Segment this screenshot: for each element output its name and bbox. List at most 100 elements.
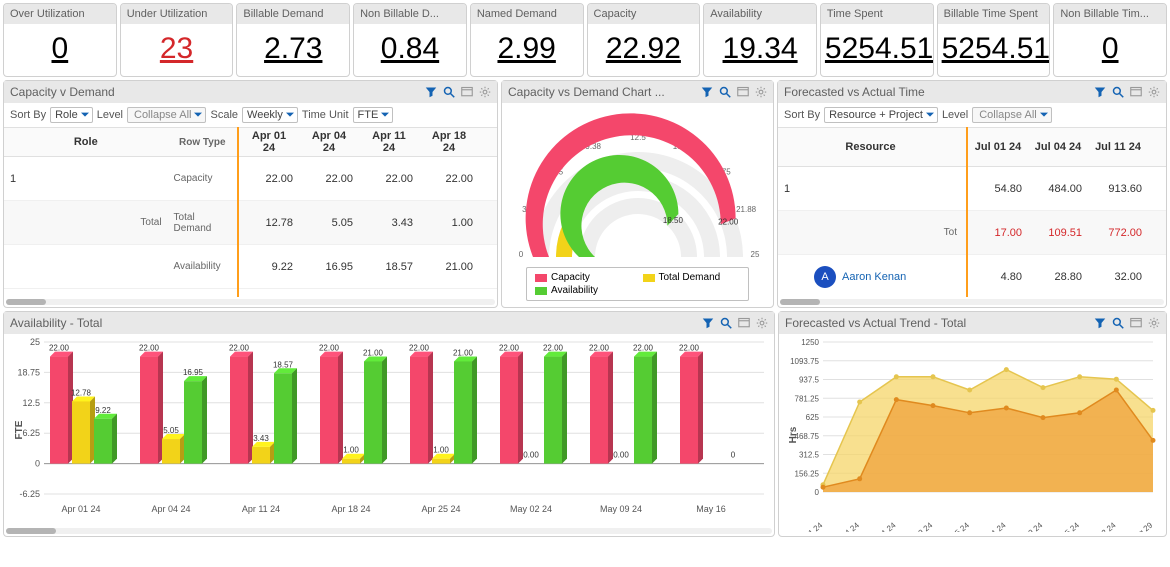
cvd-grid: RoleRow Type1CapacityTotalTotal DemandAv…: [4, 127, 497, 297]
svg-text:Aug 15 24: Aug 15 24: [1047, 520, 1081, 532]
kpi-card[interactable]: Time Spent 5254.51: [820, 3, 934, 77]
collapse-all-button[interactable]: Collapse All: [972, 107, 1051, 123]
svg-text:9.22: 9.22: [95, 406, 111, 415]
svg-text:Aug 01 24: Aug 01 24: [974, 520, 1008, 532]
widgets-row-1: Capacity v Demand Sort By Role Level Col…: [0, 80, 1170, 311]
kpi-label: Availability: [704, 4, 816, 24]
trend-svg: 0156.25312.5468.75625781.25937.51093.751…: [779, 334, 1159, 532]
window-icon[interactable]: [738, 317, 750, 329]
grid-scroll[interactable]: Apr 01 24Apr 04 24Apr 11 24Apr 18 2422.0…: [239, 127, 497, 297]
resource-link[interactable]: Aaron Kenan: [842, 271, 906, 283]
widget-title: Availability - Total: [10, 316, 702, 330]
trend-chart-area: Hrs 0156.25312.5468.75625781.25937.51093…: [779, 334, 1166, 536]
svg-text:1250: 1250: [801, 338, 819, 347]
search-icon[interactable]: [719, 86, 731, 98]
svg-text:22.00: 22.00: [139, 344, 160, 353]
gauge-legend: CapacityTotal DemandAvailability: [526, 267, 749, 301]
scrollbar[interactable]: [780, 299, 1164, 305]
sortby-select[interactable]: Role: [50, 107, 93, 123]
scrollbar[interactable]: [6, 528, 772, 534]
kpi-card[interactable]: Non Billable Tim... 0: [1053, 3, 1167, 77]
svg-text:May 09 24: May 09 24: [600, 504, 642, 514]
kpi-card[interactable]: Availability 19.34: [703, 3, 817, 77]
kpi-card[interactable]: Billable Time Spent 5254.51: [937, 3, 1051, 77]
search-icon[interactable]: [720, 317, 732, 329]
window-icon[interactable]: [1130, 317, 1142, 329]
kpi-value: 0.84: [354, 24, 466, 76]
gear-icon[interactable]: [1148, 86, 1160, 98]
filter-icon[interactable]: [701, 86, 713, 98]
search-icon[interactable]: [443, 86, 455, 98]
widget-header: Availability - Total: [4, 312, 774, 334]
widget-header: Capacity vs Demand Chart ...: [502, 81, 773, 103]
kpi-label: Billable Time Spent: [938, 4, 1050, 24]
svg-text:22.00: 22.00: [543, 344, 564, 353]
scrollbar[interactable]: [6, 299, 495, 305]
kpi-value: 22.92: [588, 24, 700, 76]
kpi-row: Over Utilization 0Under Utilization 23Bi…: [0, 0, 1170, 80]
kpi-card[interactable]: Non Billable D... 0.84: [353, 3, 467, 77]
svg-text:18.50: 18.50: [663, 216, 684, 225]
svg-text:Apr 11 24: Apr 11 24: [242, 504, 280, 514]
svg-text:12.5: 12.5: [22, 398, 40, 408]
sortby-select[interactable]: Resource + Project: [824, 107, 938, 123]
filter-icon[interactable]: [1094, 317, 1106, 329]
avatar: A: [814, 266, 836, 288]
widget-forecast-table: Forecasted vs Actual Time Sort By Resour…: [777, 80, 1167, 308]
level-label: Level: [942, 109, 968, 121]
filter-icon[interactable]: [1094, 86, 1106, 98]
svg-text:0.00: 0.00: [523, 451, 539, 460]
scale-select[interactable]: Weekly: [242, 107, 298, 123]
kpi-value: 5254.51: [821, 24, 933, 76]
kpi-card[interactable]: Named Demand 2.99: [470, 3, 584, 77]
widget-icon-bar: [1094, 86, 1160, 98]
widget-gauge: Capacity vs Demand Chart ... 03.136.259.…: [501, 80, 774, 308]
sortby-label: Sort By: [784, 109, 820, 121]
svg-text:22.00: 22.00: [499, 344, 520, 353]
widget-title: Capacity v Demand: [10, 85, 425, 99]
y-axis-label: FTE: [14, 421, 25, 440]
svg-text:781.25: 781.25: [795, 394, 820, 403]
svg-text:May 16: May 16: [696, 504, 726, 514]
legend-item: Capacity: [535, 272, 633, 283]
svg-text:Aug 29: Aug 29: [1129, 520, 1155, 532]
svg-text:-6.25: -6.25: [19, 489, 40, 499]
gear-icon[interactable]: [1148, 317, 1160, 329]
gear-icon[interactable]: [755, 86, 767, 98]
svg-text:1.00: 1.00: [343, 446, 359, 455]
svg-text:1093.75: 1093.75: [790, 357, 819, 366]
gear-icon[interactable]: [756, 317, 768, 329]
search-icon[interactable]: [1112, 86, 1124, 98]
filter-icon[interactable]: [702, 317, 714, 329]
kpi-card[interactable]: Capacity 22.92: [587, 3, 701, 77]
svg-text:937.5: 937.5: [799, 376, 820, 385]
filter-icon[interactable]: [425, 86, 437, 98]
window-icon[interactable]: [461, 86, 473, 98]
svg-text:Jul 04 24: Jul 04 24: [830, 520, 861, 532]
ft-toolbar: Sort By Resource + Project Level Collaps…: [778, 103, 1166, 127]
legend-item: Availability: [535, 285, 633, 296]
window-icon[interactable]: [1130, 86, 1142, 98]
kpi-card[interactable]: Over Utilization 0: [3, 3, 117, 77]
svg-text:Jul 18 24: Jul 18 24: [904, 520, 935, 532]
svg-text:16.95: 16.95: [183, 368, 204, 377]
widget-title: Forecasted vs Actual Trend - Total: [785, 316, 1094, 330]
svg-text:1.00: 1.00: [433, 446, 449, 455]
grid-scroll[interactable]: Jul 01 24Jul 04 24Jul 11 2454.80484.0091…: [968, 127, 1166, 297]
kpi-card[interactable]: Under Utilization 23: [120, 3, 234, 77]
kpi-label: Non Billable D...: [354, 4, 466, 24]
svg-text:22.00: 22.00: [409, 344, 430, 353]
gear-icon[interactable]: [479, 86, 491, 98]
grid-frozen: RoleRow Type1CapacityTotalTotal DemandAv…: [4, 127, 239, 297]
gauge-chart: 03.136.259.3812.515.6318.7521.882522.003…: [502, 103, 773, 307]
svg-text:22.00: 22.00: [718, 217, 739, 226]
collapse-all-button[interactable]: Collapse All: [127, 107, 206, 123]
svg-text:Jul 01 24: Jul 01 24: [794, 520, 825, 532]
search-icon[interactable]: [1112, 317, 1124, 329]
time-unit-select[interactable]: FTE: [353, 107, 394, 123]
svg-text:156.25: 156.25: [795, 469, 820, 478]
kpi-card[interactable]: Billable Demand 2.73: [236, 3, 350, 77]
scale-label: Scale: [210, 109, 238, 121]
window-icon[interactable]: [737, 86, 749, 98]
svg-text:312.5: 312.5: [799, 451, 820, 460]
